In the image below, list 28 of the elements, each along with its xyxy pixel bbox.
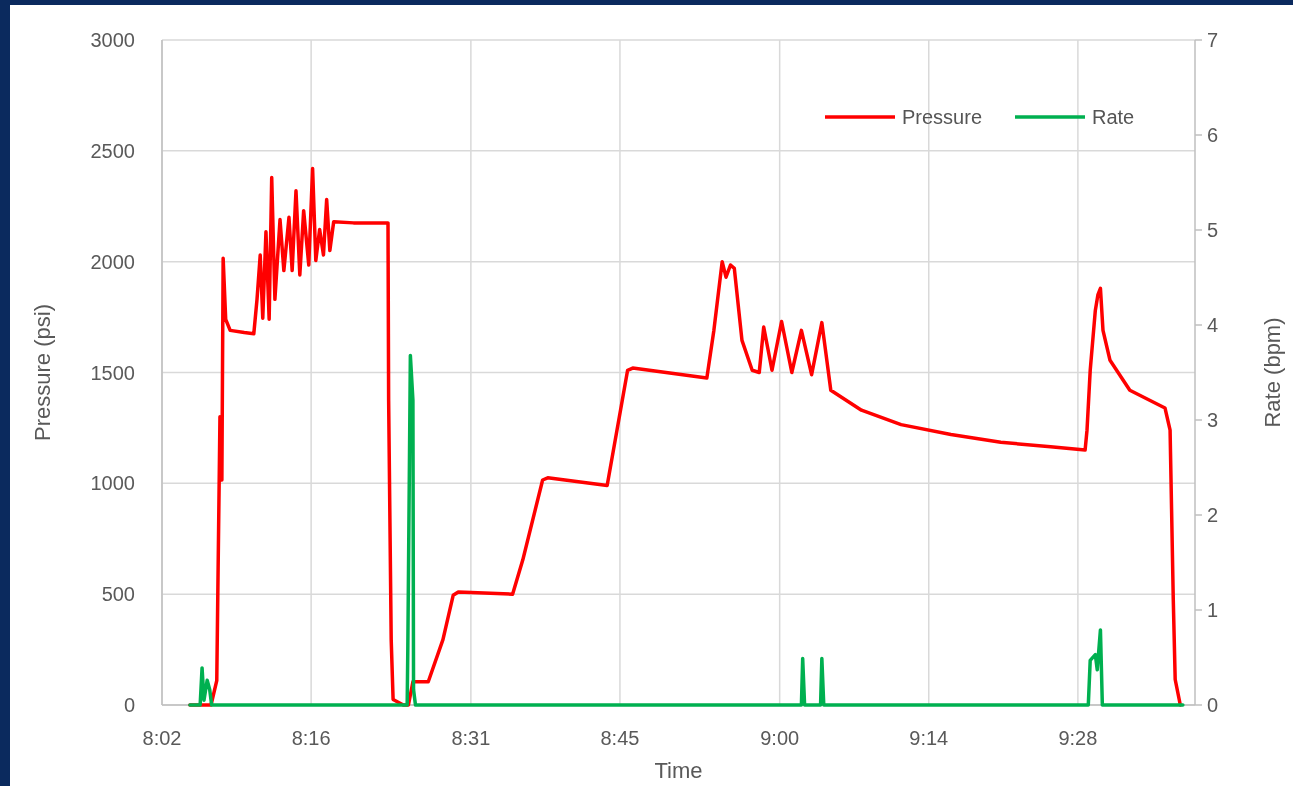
legend-label: Rate	[1092, 106, 1135, 128]
y-tick-label: 1000	[90, 472, 135, 495]
x-axis-title: Time	[654, 758, 703, 783]
y-tick-label: 3000	[90, 29, 135, 51]
y2-tick-label: 4	[1207, 314, 1219, 336]
x-tick-label: 8:02	[142, 727, 182, 749]
y-tick-label: 2000	[90, 250, 135, 273]
y-tick-label: 500	[101, 583, 135, 606]
y2-tick-label: 2	[1207, 504, 1219, 526]
y-tick-label: 1500	[90, 361, 135, 384]
y2-tick-label: 7	[1207, 29, 1219, 51]
x-tick-label: 9:00	[760, 727, 800, 749]
x-tick-label: 9:14	[909, 727, 949, 749]
legend-label: Pressure	[902, 106, 983, 128]
x-tick-label: 8:45	[600, 727, 640, 749]
x-tick-label: 8:16	[291, 727, 331, 749]
y2-tick-label: 3	[1207, 409, 1219, 431]
line-series	[188, 353, 1185, 707]
y2-tick-label: 5	[1207, 219, 1219, 241]
y2-tick-label: 0	[1207, 694, 1219, 716]
y-axis-title: Pressure (psi)	[30, 304, 55, 441]
y2-tick-label: 6	[1207, 124, 1219, 146]
x-tick-label: 8:31	[451, 727, 491, 749]
y-tick-label: 0	[123, 694, 135, 716]
y2-axis-title: Rate (bpm)	[1260, 317, 1285, 428]
y2-tick-label: 1	[1207, 599, 1219, 621]
x-tick-label: 9:28	[1058, 727, 1098, 749]
y-tick-label: 2500	[90, 139, 135, 162]
